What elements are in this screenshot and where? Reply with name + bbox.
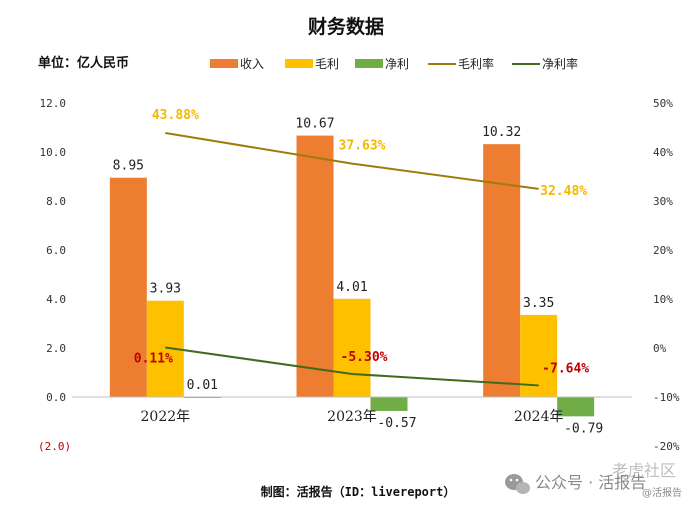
net-profit-value-label: -0.57 [377, 416, 416, 431]
legend: 收入 毛利 净利 毛利率 净利率 [210, 56, 578, 71]
right-tick-label: -20% [653, 440, 680, 453]
wechat-icon [505, 474, 530, 494]
right-tick-label: 50% [653, 97, 673, 110]
footer-credit: 制图：活报告（ID：livereport） [261, 484, 456, 499]
net-profit-bar [557, 397, 595, 417]
watermark-community: 老虎社区 [612, 461, 676, 480]
legend-entry: 毛利率 [458, 56, 494, 71]
legend-entry: 毛利 [315, 57, 339, 71]
category-label: 2024年 [514, 409, 564, 425]
gross-profit-bar [520, 314, 558, 397]
category-label: 2023年 [327, 409, 377, 425]
gross-profit-value-label: 3.93 [150, 282, 181, 297]
category-label: 2022年 [141, 409, 191, 425]
chart-title: 财务数据 [308, 15, 384, 38]
gross-margin-label: 32.48% [540, 184, 587, 199]
net-profit-value-label: 0.01 [187, 378, 218, 393]
left-tick-label: 10.0 [40, 146, 67, 159]
net-profit-bar [370, 397, 408, 411]
left-tick-label: 12.0 [40, 97, 67, 110]
legend-swatch [355, 59, 383, 68]
net-margin-label: -5.30% [341, 350, 388, 365]
category-labels: 2022年 2023年 2024年 [141, 409, 564, 425]
gross-profit-bar [333, 298, 371, 397]
watermark-account: 公众号 · 活报告 [535, 473, 646, 492]
revenue-value-label: 10.67 [295, 117, 334, 132]
watermark: 公众号 · 活报告 老虎社区 @活报告 [505, 461, 682, 499]
revenue-value-label: 8.95 [113, 159, 144, 174]
legend-entry: 收入 [240, 57, 264, 71]
net-profit-value-label: -0.79 [564, 421, 603, 436]
left-tick-label: 0.0 [46, 391, 66, 404]
left-tick-label: 2.0 [46, 342, 66, 355]
legend-swatch [210, 59, 238, 68]
net-margin-line [165, 346, 539, 387]
left-axis: 12.0 10.0 8.0 6.0 4.0 2.0 0.0 (2.0) [38, 97, 71, 453]
gross-profit-value-label: 3.35 [523, 296, 554, 311]
margin-lines [165, 132, 539, 387]
legend-entry: 净利 [385, 57, 409, 71]
left-tick-label: 4.0 [46, 293, 66, 306]
net-margin-label: 0.11% [134, 351, 173, 366]
right-tick-label: 30% [653, 195, 673, 208]
unit-label: 单位：亿人民币 [38, 55, 129, 71]
revenue-bar [296, 135, 334, 397]
legend-entry: 净利率 [542, 56, 578, 71]
left-tick-label: 6.0 [46, 244, 66, 257]
data-labels: 8.95 3.93 0.01 10.67 4.01 -0.57 10.32 3.35 -0.79… [113, 108, 604, 436]
right-tick-label: -10% [653, 391, 680, 404]
gross-margin-line [165, 132, 539, 190]
left-tick-label: 8.0 [46, 195, 66, 208]
legend-swatch [285, 59, 313, 68]
gross-margin-label: 37.63% [339, 139, 386, 154]
gross-profit-value-label: 4.01 [336, 280, 367, 295]
right-tick-label: 10% [653, 293, 673, 306]
net-margin-label: -7.64% [542, 361, 589, 376]
gross-margin-label: 43.88% [152, 108, 199, 123]
right-tick-label: 40% [653, 146, 673, 159]
revenue-value-label: 10.32 [482, 125, 521, 140]
revenue-bar [109, 177, 147, 397]
right-tick-label: 20% [653, 244, 673, 257]
watermark-handle: @活报告 [642, 486, 682, 499]
right-axis: 50% 40% 30% 20% 10% 0% -10% -20% [653, 97, 680, 453]
bars [109, 135, 595, 417]
left-tick-label: (2.0) [38, 440, 71, 453]
right-tick-label: 0% [653, 342, 667, 355]
